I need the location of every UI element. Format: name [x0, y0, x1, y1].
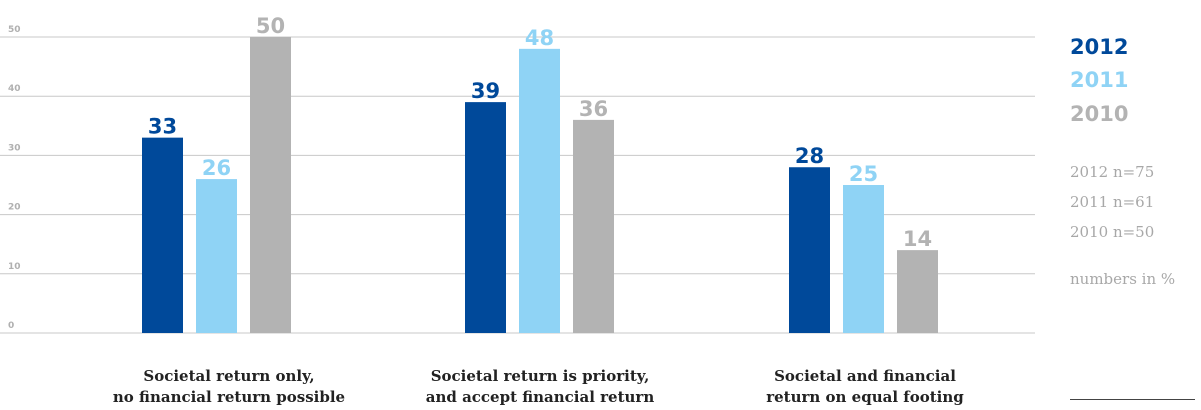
y-tick-label-10: 10 — [8, 262, 21, 272]
category-label-2-line-2: and accept financial return — [425, 388, 655, 406]
category-label-3-line-2: return on equal footing — [766, 388, 964, 406]
bar-2010-category-3 — [897, 250, 938, 333]
bar-2012-category-3 — [789, 167, 830, 333]
units-note: numbers in % — [1070, 270, 1176, 288]
data-label-2011-category-3: 25 — [849, 162, 878, 186]
y-tick-label-0: 0 — [8, 321, 14, 331]
y-tick-label-30: 30 — [8, 143, 21, 153]
data-label-2012-category-3: 28 — [795, 144, 824, 168]
category-label-3-line-1: Societal and financial — [774, 367, 956, 385]
data-label-2012-category-2: 39 — [471, 79, 500, 103]
category-label-1-line-1: Societal return only, — [143, 367, 315, 385]
data-label-2012-category-1: 33 — [148, 115, 177, 139]
category-label-3: Societal and financial return on equal f… — [715, 366, 1015, 408]
legend-entry-2011: 2011 — [1070, 68, 1129, 92]
legend-entry-2010: 2010 — [1070, 102, 1129, 126]
y-tick-labels: 0 10 20 30 40 50 — [8, 25, 21, 331]
y-tick-label-50: 50 — [8, 25, 21, 35]
bar-2010-category-2 — [573, 119, 614, 333]
data-label-2010-category-1: 50 — [256, 14, 285, 38]
bar-2011-category-3 — [843, 185, 884, 333]
legend-entry-2012: 2012 — [1070, 35, 1129, 59]
y-tick-label-20: 20 — [8, 203, 21, 213]
category-label-1: Societal return only, no financial retur… — [79, 366, 379, 408]
bar-2010-category-1 — [250, 37, 291, 333]
bar-2012-category-1 — [142, 137, 183, 333]
category-label-2: Societal return is priority, and accept … — [390, 366, 690, 408]
bar-2011-category-2 — [519, 48, 560, 334]
bar-2012-category-2 — [465, 102, 506, 334]
sample-size-2011: 2011 n=61 — [1070, 193, 1155, 211]
sample-size-2010: 2010 n=50 — [1070, 223, 1155, 241]
category-label-2-line-1: Societal return is priority, — [430, 367, 650, 385]
data-label-2010-category-2: 36 — [579, 97, 608, 121]
data-labels: 33 39 28 26 48 25 50 36 14 — [148, 14, 932, 251]
data-label-2010-category-3: 14 — [903, 227, 932, 251]
bar-2011-category-1 — [196, 179, 237, 333]
bars — [142, 37, 938, 334]
data-label-2011-category-2: 48 — [525, 26, 554, 50]
category-label-1-line-2: no financial return possible — [112, 388, 346, 406]
sample-size-2012: 2012 n=75 — [1070, 163, 1155, 181]
data-label-2011-category-1: 26 — [202, 156, 231, 180]
y-tick-label-40: 40 — [8, 84, 21, 94]
footer-rule — [1070, 399, 1195, 400]
